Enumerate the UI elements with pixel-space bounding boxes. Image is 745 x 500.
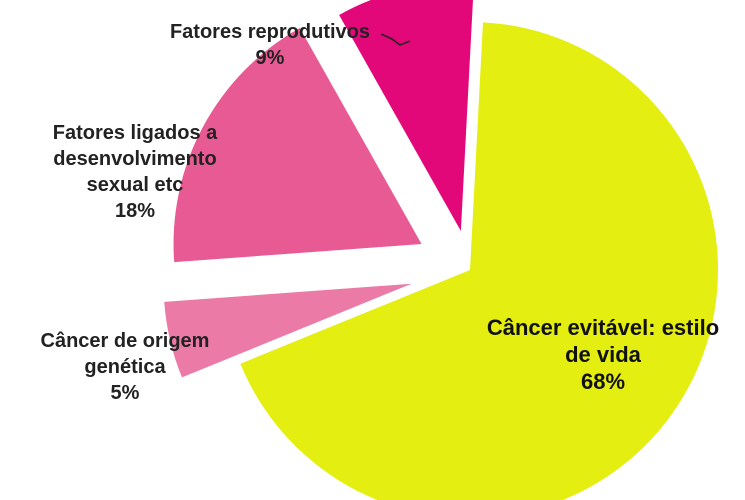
label-fatores-desenvolvimento: Fatores ligados a desenvolvimento sexual… — [20, 120, 250, 224]
slice-fatores-reprodutivos — [339, 0, 473, 232]
leader-line — [380, 33, 411, 46]
pie-slices — [164, 0, 718, 500]
label-cancer-evitavel: Câncer evitável: estilo de vida 68% — [478, 314, 728, 395]
slice-cancer-evitavel — [240, 22, 718, 500]
label-cancer-genetica: Câncer de origem genética 5% — [25, 328, 225, 406]
slice-cancer-genetica — [164, 283, 412, 378]
slice-label-line: de vida — [565, 342, 641, 367]
slice-label-line: Câncer evitável: estilo — [486, 315, 720, 340]
label-fatores-reprodutivos: Fatores reprodutivos 9% — [150, 19, 390, 71]
slice-label-line: sexual etc — [86, 174, 184, 196]
slice-percent: 5% — [110, 382, 140, 404]
slice-percent: 9% — [255, 47, 285, 69]
slice-label-line: desenvolvimento — [53, 148, 217, 170]
slice-fatores-desenvolvimento — [173, 27, 422, 263]
slice-label-line: Fatores reprodutivos — [169, 21, 371, 43]
slice-label-line: Câncer de origem — [40, 330, 210, 352]
slice-label-line: Fatores ligados a — [52, 122, 218, 144]
slice-percent: 18% — [114, 200, 156, 222]
slice-percent: 68% — [580, 369, 626, 394]
slice-label-line: genética — [84, 356, 166, 378]
